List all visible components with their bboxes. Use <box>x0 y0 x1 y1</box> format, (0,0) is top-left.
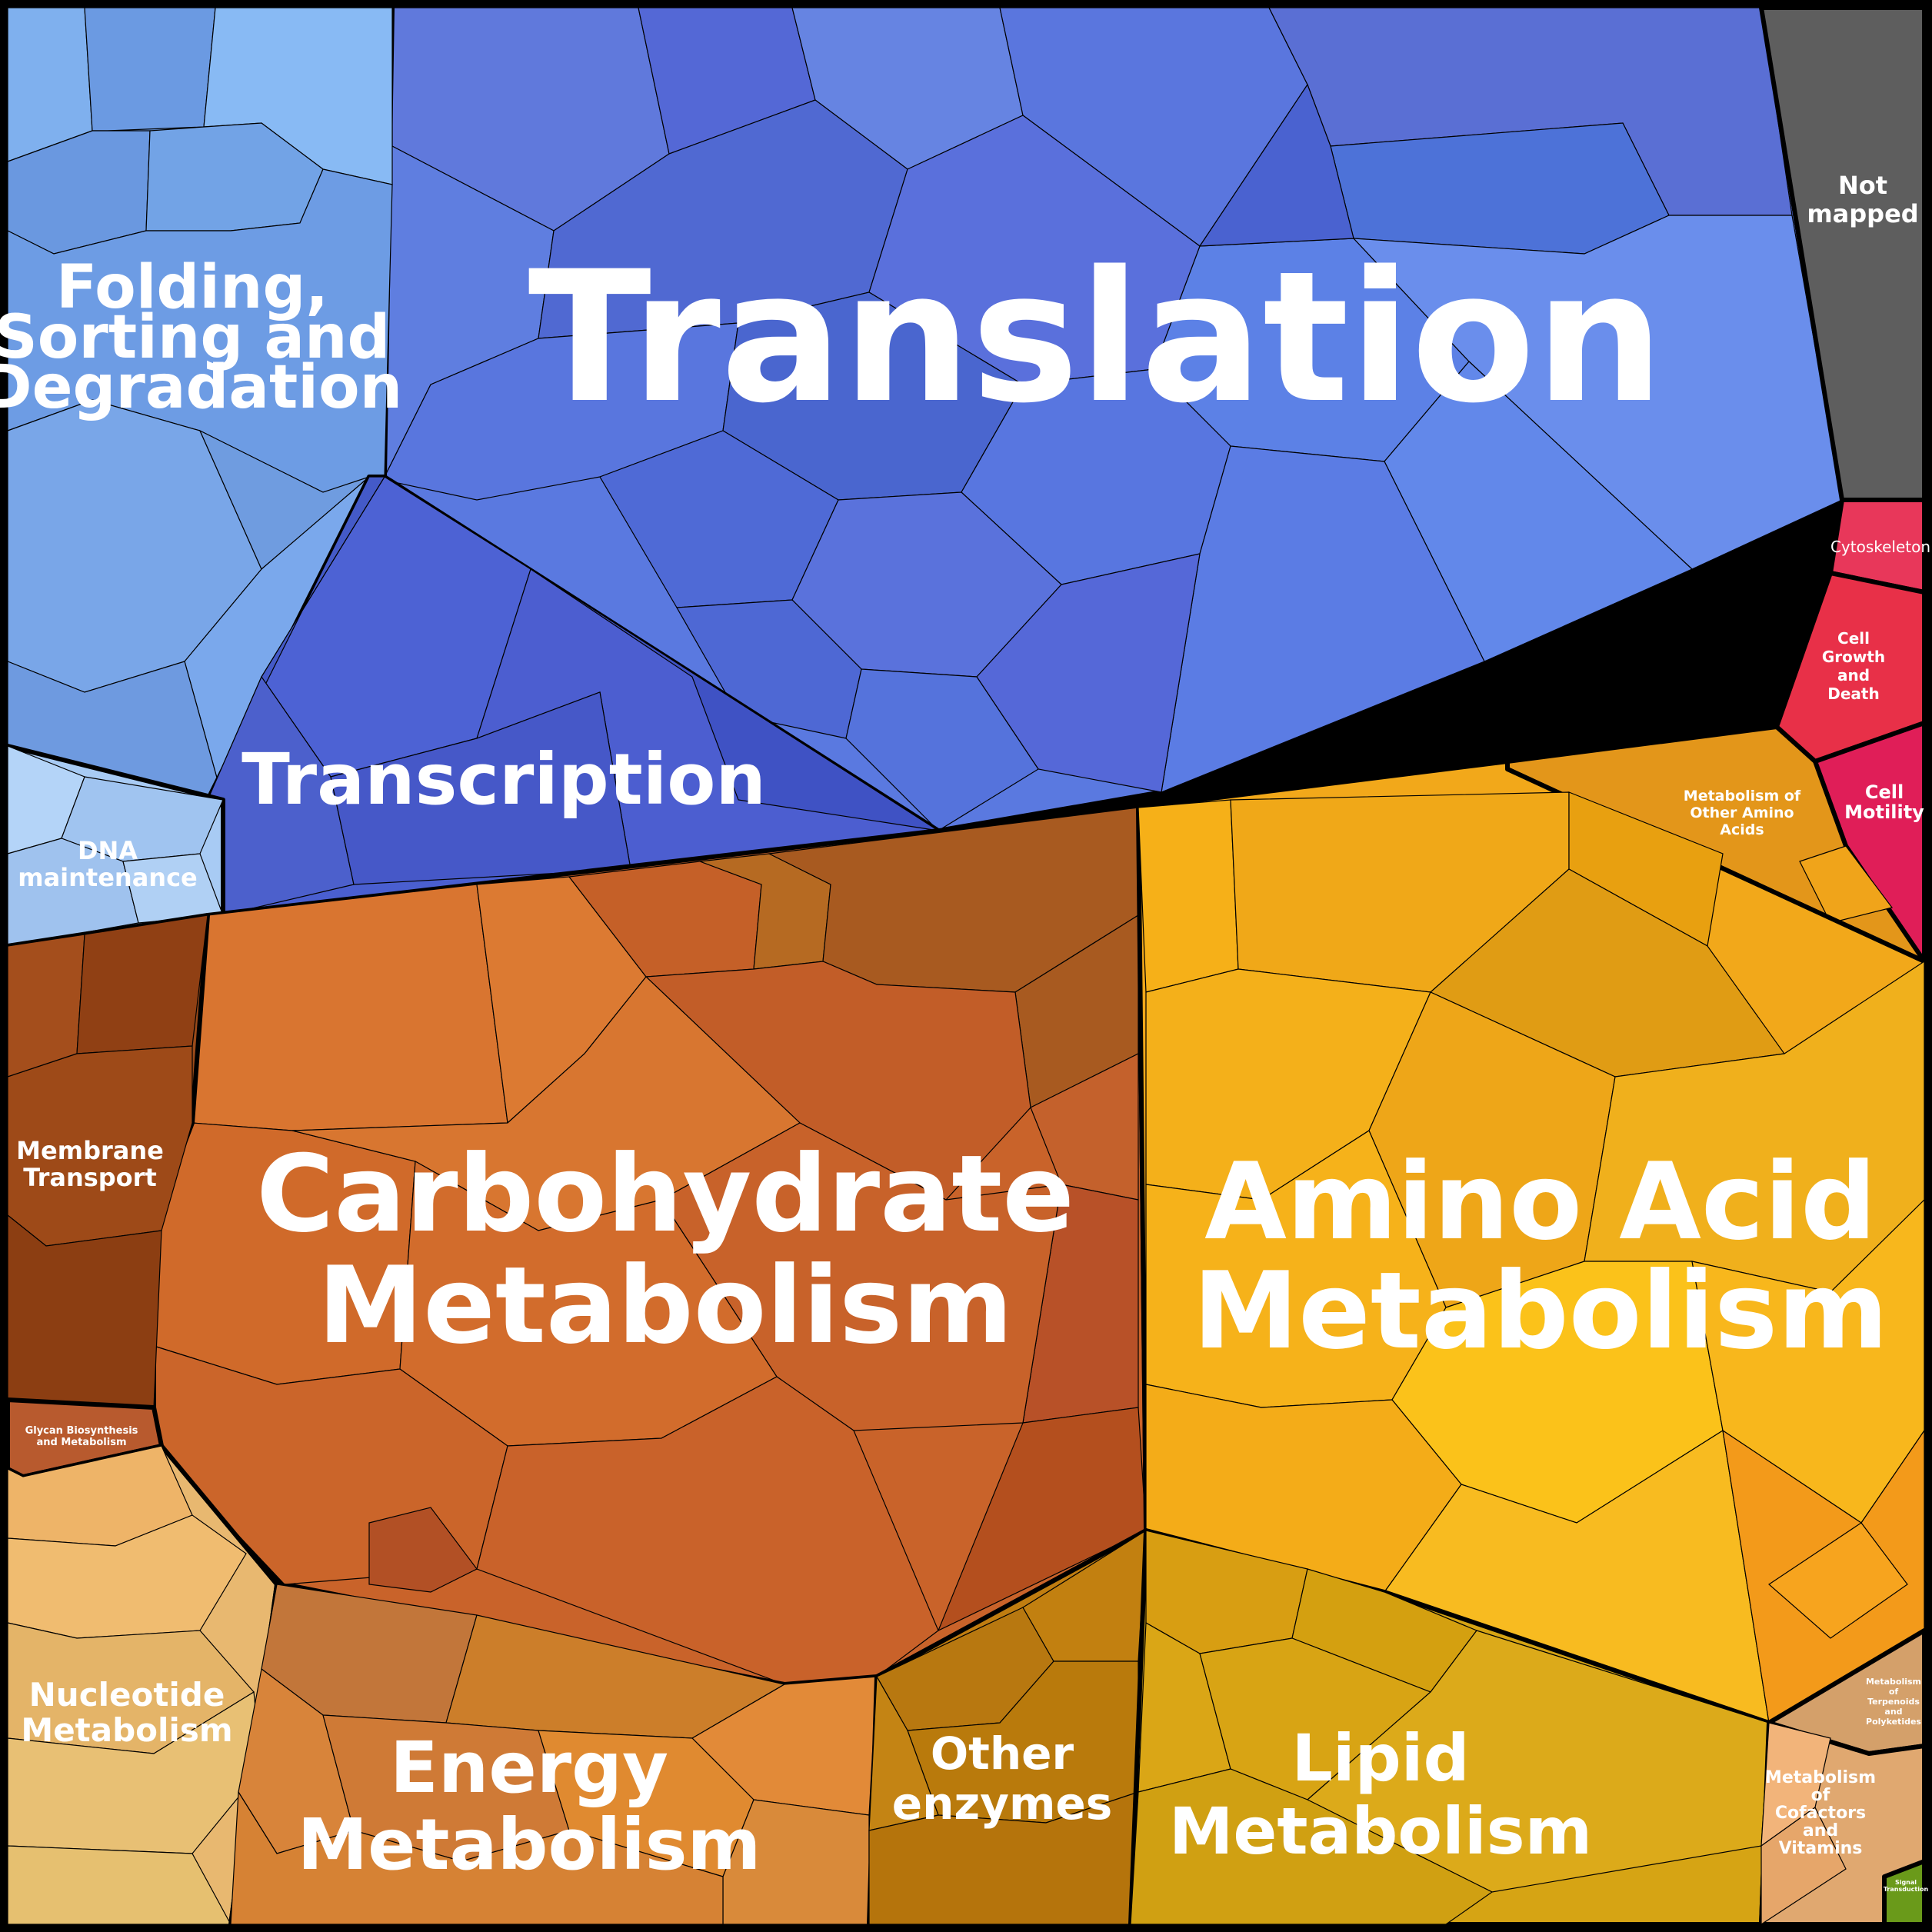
label-other-amino-line: Acids <box>1720 821 1764 838</box>
label-glycan-line: and Metabolism <box>36 1437 126 1448</box>
label-cytoskeleton: Cytoskeleton <box>1830 538 1930 556</box>
label-terpenoids-line: Metabolism <box>1866 1677 1921 1687</box>
label-other-amino-line: Metabolism of <box>1684 788 1801 804</box>
region-nucleotide <box>5 1444 279 1927</box>
region-other-amino <box>1505 724 1927 964</box>
label-carbohydrate-line: Carbohydrate <box>256 1132 1074 1256</box>
label-terpenoids-line: Polyketides <box>1866 1717 1921 1727</box>
label-cofactors-line: Vitamins <box>1779 1839 1863 1858</box>
label-cofactors: Metabolism of Cofactors and Vitamins <box>1765 1768 1876 1858</box>
label-other-enzymes: Other enzymes <box>892 1727 1113 1830</box>
labels: Translation Folding, Sorting and Degrada… <box>0 171 1930 1893</box>
label-cofactors-line: Cofactors <box>1775 1804 1866 1823</box>
label-lipid-line: Lipid <box>1291 1720 1469 1796</box>
label-lipid: Lipid Metabolism <box>1169 1720 1592 1869</box>
label-transcription: Transcription <box>242 738 766 821</box>
region-folding <box>5 5 395 802</box>
label-glycan-line: Glycan Biosynthesis <box>25 1425 138 1437</box>
label-folding-line: Folding, <box>56 253 328 322</box>
label-folding-line: Sorting and <box>0 303 390 372</box>
label-other-amino-line: Other Amino <box>1690 804 1794 821</box>
label-cell-motility-line: Cell <box>1865 781 1904 803</box>
region-cofactors <box>1759 1720 1927 1927</box>
region-membrane <box>5 913 210 1410</box>
label-membrane-line: Transport <box>23 1163 156 1192</box>
label-nucleotide-line: Nucleotide <box>29 1676 225 1714</box>
label-folding-line: Degradation <box>0 353 402 422</box>
label-cell-growth-line: Death <box>1827 685 1879 703</box>
label-cell-growth-line: and <box>1837 666 1870 685</box>
label-glycan: Glycan Biosynthesis and Metabolism <box>25 1425 138 1448</box>
label-dna: DNA maintenance <box>18 836 198 892</box>
region-carbohydrate <box>152 805 1148 1687</box>
label-carbohydrate-line: Metabolism <box>318 1244 1013 1367</box>
label-other-amino: Metabolism of Other Amino Acids <box>1684 788 1801 838</box>
label-other-enzymes-line: enzymes <box>892 1777 1113 1830</box>
label-terpenoids-line: Terpenoids <box>1867 1697 1920 1707</box>
label-dna-line: DNA <box>78 836 138 865</box>
label-signal-line: Signal <box>1895 1879 1917 1886</box>
label-energy: Energy Metabolism <box>298 1727 761 1886</box>
label-amino-acid-line: Metabolism <box>1193 1249 1888 1373</box>
label-cofactors-line: and <box>1803 1821 1838 1840</box>
label-terpenoids-line: of <box>1889 1687 1899 1697</box>
label-not-mapped: Not mapped <box>1807 171 1918 228</box>
label-amino-acid-line: Amino Acid <box>1204 1140 1877 1264</box>
label-cell-growth: Cell Growth and Death <box>1822 629 1885 703</box>
label-translation: Translation <box>528 233 1664 443</box>
label-cell-growth-line: Cell <box>1837 629 1870 648</box>
label-cell-growth-line: Growth <box>1822 648 1885 666</box>
label-carbohydrate: Carbohydrate Metabolism <box>256 1132 1074 1367</box>
label-not-mapped-line: Not <box>1838 171 1887 200</box>
region-lipid <box>1128 1528 1771 1927</box>
label-cofactors-line: of <box>1811 1786 1830 1805</box>
label-other-enzymes-line: Other <box>931 1727 1074 1780</box>
label-energy-line: Energy <box>390 1727 668 1809</box>
label-folding: Folding, Sorting and Degradation <box>0 253 402 422</box>
label-not-mapped-line: mapped <box>1807 199 1918 228</box>
label-signal-line: Transduction <box>1884 1886 1929 1893</box>
label-amino-acid: Amino Acid Metabolism <box>1193 1140 1888 1373</box>
label-terpenoids: Metabolism of Terpenoids and Polyketides <box>1866 1677 1921 1727</box>
label-nucleotide: Nucleotide Metabolism <box>21 1676 232 1749</box>
label-dna-line: maintenance <box>18 863 198 892</box>
label-cofactors-line: Metabolism <box>1765 1768 1876 1787</box>
region-transcription <box>205 475 941 918</box>
label-membrane-line: Membrane <box>16 1136 164 1165</box>
label-cell-motility: Cell Motility <box>1844 781 1924 823</box>
region-amino-acid <box>1136 759 1927 1725</box>
label-nucleotide-line: Metabolism <box>21 1711 232 1749</box>
region-other-enzymes <box>867 1528 1148 1927</box>
label-signal: Signal Transduction <box>1884 1879 1929 1893</box>
region-dna <box>5 744 225 948</box>
label-membrane: Membrane Transport <box>16 1136 164 1192</box>
label-lipid-line: Metabolism <box>1169 1794 1592 1869</box>
label-terpenoids-line: and <box>1884 1707 1902 1717</box>
label-energy-line: Metabolism <box>298 1804 761 1886</box>
region-energy <box>228 1582 879 1927</box>
label-cell-motility-line: Motility <box>1844 801 1924 823</box>
